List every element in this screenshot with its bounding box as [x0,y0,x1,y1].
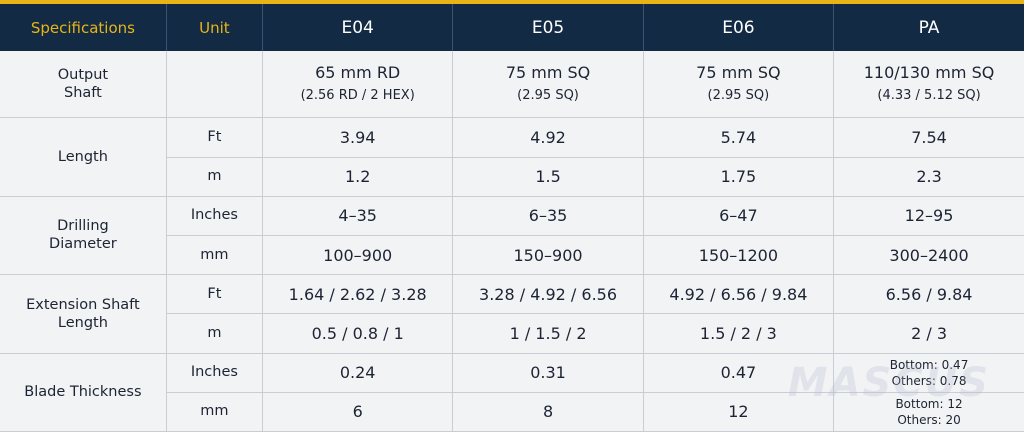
table-cell: 12 [643,392,835,432]
output-shaft-e06: 75 mm SQ (2.95 SQ) [643,51,835,119]
row-blade-thickness-mm: mm 6 8 12 Bottom: 12 Others: 20 [0,392,1024,432]
unit-ft: Ft [166,274,264,315]
table-cell: 0.47 [643,353,835,393]
table-cell: 4.92 / 6.56 / 9.84 [643,274,835,315]
header-model-e06: E06 [643,4,835,51]
table-cell: 6 [262,392,454,432]
table-cell: 3.28 / 4.92 / 6.56 [452,274,644,315]
label-blade-thickness: Blade Thickness [0,353,167,432]
specifications-table: Specifications Unit E04 E05 E06 PA Outpu… [0,4,1024,432]
table-cell: 7.54 [833,117,1024,158]
table-cell: 1.64 / 2.62 / 3.28 [262,274,454,315]
table-cell: 6–47 [643,196,835,236]
table-cell: 1.5 [452,157,644,197]
label-extension-shaft-length: Extension Shaft Length [0,274,167,354]
row-drilling-diameter-mm: mm 100–900 150–900 150–1200 300–2400 [0,235,1024,276]
unit-mm: mm [166,392,264,432]
label-drilling-diameter: Drilling Diameter [0,196,167,276]
header-specifications: Specifications [0,4,167,51]
row-output-shaft: Output Shaft 65 mm RD (2.56 RD / 2 HEX) 7… [0,51,1024,119]
table-cell: 2 / 3 [833,313,1024,354]
label-output-shaft: Output Shaft [0,51,167,119]
header-unit: Unit [166,4,264,51]
label-length: Length [0,117,167,197]
unit-inches: Inches [166,196,264,236]
output-shaft-e05: 75 mm SQ (2.95 SQ) [452,51,644,119]
row-length-m: m 1.2 1.5 1.75 2.3 [0,157,1024,197]
table-cell: 5.74 [643,117,835,158]
row-extension-shaft-ft: Extension Shaft Length Ft 1.64 / 2.62 / … [0,274,1024,354]
table-cell: 1.5 / 2 / 3 [643,313,835,354]
table-cell: 300–2400 [833,235,1024,276]
table-cell: 6.56 / 9.84 [833,274,1024,315]
table-cell: 12–95 [833,196,1024,236]
unit-empty [166,51,264,119]
table-cell: 1 / 1.5 / 2 [452,313,644,354]
table-cell: 150–1200 [643,235,835,276]
table-cell: 150–900 [452,235,644,276]
unit-mm: mm [166,235,264,276]
unit-ft: Ft [166,117,264,158]
blade-thickness-pa-mm: Bottom: 12 Others: 20 [833,392,1024,432]
header-model-pa: PA [833,4,1024,51]
output-shaft-e04: 65 mm RD (2.56 RD / 2 HEX) [262,51,454,119]
blade-thickness-pa-inches: Bottom: 0.47 Others: 0.78 [833,353,1024,393]
table-cell: 1.2 [262,157,454,197]
table-cell: 100–900 [262,235,454,276]
table-cell: 1.75 [643,157,835,197]
output-shaft-pa: 110/130 mm SQ (4.33 / 5.12 SQ) [833,51,1024,119]
row-length-ft: Length Ft 3.94 4.92 5.74 7.54 [0,117,1024,197]
unit-inches: Inches [166,353,264,393]
row-drilling-diameter-inches: Drilling Diameter Inches 4–35 6–35 6–47 … [0,196,1024,276]
row-blade-thickness-inches: Blade Thickness Inches 0.24 0.31 0.47 Bo… [0,353,1024,432]
unit-m: m [166,157,264,197]
table-cell: 4.92 [452,117,644,158]
table-cell: 8 [452,392,644,432]
table-cell: 4–35 [262,196,454,236]
row-extension-shaft-m: m 0.5 / 0.8 / 1 1 / 1.5 / 2 1.5 / 2 / 3 … [0,313,1024,354]
header-row: Specifications Unit E04 E05 E06 PA [0,4,1024,51]
header-model-e04: E04 [262,4,454,51]
unit-m: m [166,313,264,354]
table-cell: 0.24 [262,353,454,393]
table-cell: 0.5 / 0.8 / 1 [262,313,454,354]
table-cell: 0.31 [452,353,644,393]
table-cell: 2.3 [833,157,1024,197]
table-cell: 6–35 [452,196,644,236]
table-cell: 3.94 [262,117,454,158]
header-model-e05: E05 [452,4,644,51]
